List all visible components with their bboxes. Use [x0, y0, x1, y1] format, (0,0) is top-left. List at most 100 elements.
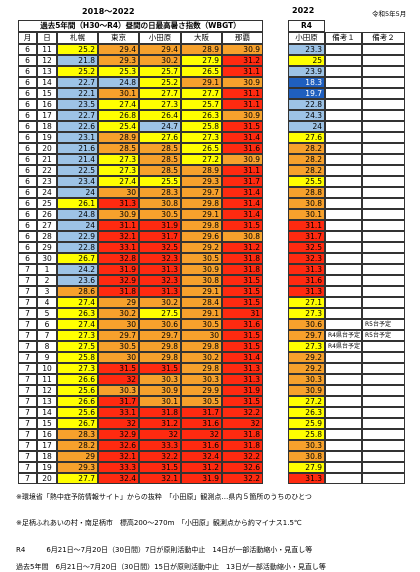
- month: 6: [18, 143, 37, 154]
- wbgt-cell: 31.4: [222, 132, 263, 143]
- note: [362, 440, 405, 451]
- wbgt-cell: 31.5: [222, 121, 263, 132]
- note: [362, 275, 405, 286]
- r4-cell: 25.8: [288, 429, 325, 440]
- r4-cell: 31.1: [288, 220, 325, 231]
- wbgt-cell: 27.7: [181, 88, 222, 99]
- footnote: 過去5年間 6月21日～7月20日（30日間）15日が原則活動中止 13日が一部…: [16, 563, 326, 571]
- day: 17: [37, 440, 57, 451]
- note: [325, 154, 362, 165]
- wbgt-cell: 27.4: [57, 319, 98, 330]
- note: [325, 44, 362, 55]
- wbgt-cell: 26.1: [57, 198, 98, 209]
- wbgt-cell: 27.3: [98, 165, 139, 176]
- wbgt-cell: 32: [98, 374, 139, 385]
- wbgt-cell: 31.1: [222, 66, 263, 77]
- note: [362, 341, 405, 352]
- note: R4県台予定: [325, 341, 362, 352]
- wbgt-cell: 30.8: [139, 198, 181, 209]
- wbgt-cell: 31.8: [222, 264, 263, 275]
- note: [325, 385, 362, 396]
- month: 7: [18, 319, 37, 330]
- note: [362, 77, 405, 88]
- wbgt-cell: 31.6: [181, 440, 222, 451]
- note: [325, 308, 362, 319]
- day: 23: [37, 176, 57, 187]
- r4-cell: 28.2: [288, 143, 325, 154]
- wbgt-cell: 28.3: [139, 187, 181, 198]
- wbgt-cell: 32: [181, 429, 222, 440]
- wbgt-cell: 26.6: [57, 374, 98, 385]
- wbgt-cell: 24.7: [139, 121, 181, 132]
- month: 6: [18, 110, 37, 121]
- wbgt-cell: 31.7: [222, 176, 263, 187]
- note: [325, 264, 362, 275]
- wbgt-cell: 27.7: [139, 88, 181, 99]
- note: R5台予定: [362, 330, 405, 341]
- wbgt-cell: 27.3: [181, 132, 222, 143]
- month: 7: [18, 308, 37, 319]
- r4-cell: 29.7: [288, 330, 325, 341]
- note: [325, 77, 362, 88]
- note: [362, 418, 405, 429]
- note: [362, 121, 405, 132]
- wbgt-cell: 32.2: [222, 473, 263, 484]
- note: [362, 374, 405, 385]
- wbgt-cell: 29.8: [139, 352, 181, 363]
- note: [362, 308, 405, 319]
- wbgt-cell: 31.7: [181, 407, 222, 418]
- month: 7: [18, 352, 37, 363]
- day: 1: [37, 264, 57, 275]
- wbgt-cell: 22.1: [57, 88, 98, 99]
- wbgt-cell: 22.8: [57, 242, 98, 253]
- r4-cell: 23.9: [288, 66, 325, 77]
- wbgt-cell: 30.3: [98, 385, 139, 396]
- wbgt-cell: 30.5: [139, 209, 181, 220]
- wbgt-cell: 29.7: [139, 330, 181, 341]
- month: 7: [18, 418, 37, 429]
- wbgt-cell: 30.9: [222, 110, 263, 121]
- day: 28: [37, 231, 57, 242]
- period-right: 2022: [292, 6, 315, 15]
- wbgt-cell: 29.3: [98, 55, 139, 66]
- wbgt-cell: 31.9: [98, 264, 139, 275]
- wbgt-cell: 25.7: [181, 99, 222, 110]
- wbgt-cell: 32: [98, 418, 139, 429]
- note: [325, 88, 362, 99]
- wbgt-cell: 28.2: [57, 440, 98, 451]
- r4-cell: 28.2: [288, 165, 325, 176]
- wbgt-cell: 32.3: [139, 275, 181, 286]
- note: [325, 429, 362, 440]
- note: [325, 110, 362, 121]
- day: 25: [37, 198, 57, 209]
- wbgt-cell: 31.6: [181, 418, 222, 429]
- month: 6: [18, 242, 37, 253]
- wbgt-cell: 27.7: [57, 473, 98, 484]
- wbgt-cell: 25.7: [139, 66, 181, 77]
- month: 6: [18, 198, 37, 209]
- wbgt-cell: 32.3: [139, 253, 181, 264]
- note: [362, 253, 405, 264]
- wbgt-cell: 31.8: [222, 429, 263, 440]
- day: 12: [37, 55, 57, 66]
- month: 7: [18, 286, 37, 297]
- note: [362, 242, 405, 253]
- wbgt-cell: 25.6: [57, 407, 98, 418]
- note: [325, 253, 362, 264]
- wbgt-cell: 24: [57, 220, 98, 231]
- day: 14: [37, 407, 57, 418]
- note: [362, 429, 405, 440]
- r4-cell: 25.5: [288, 176, 325, 187]
- note: [362, 154, 405, 165]
- wbgt-cell: 32.6: [98, 440, 139, 451]
- column-header: 大阪: [181, 32, 222, 44]
- wbgt-cell: 27.5: [139, 308, 181, 319]
- wbgt-cell: 31.3: [222, 374, 263, 385]
- wbgt-cell: 27.5: [57, 341, 98, 352]
- footnote: R4 6月21日～7月20日（30日間）7日が原則活動中止 14日が一部活動縮小…: [16, 546, 313, 554]
- wbgt-cell: 29.8: [139, 341, 181, 352]
- wbgt-cell: 30: [98, 319, 139, 330]
- wbgt-cell: 22.6: [57, 121, 98, 132]
- note: [325, 396, 362, 407]
- r4-cell: 22.8: [288, 99, 325, 110]
